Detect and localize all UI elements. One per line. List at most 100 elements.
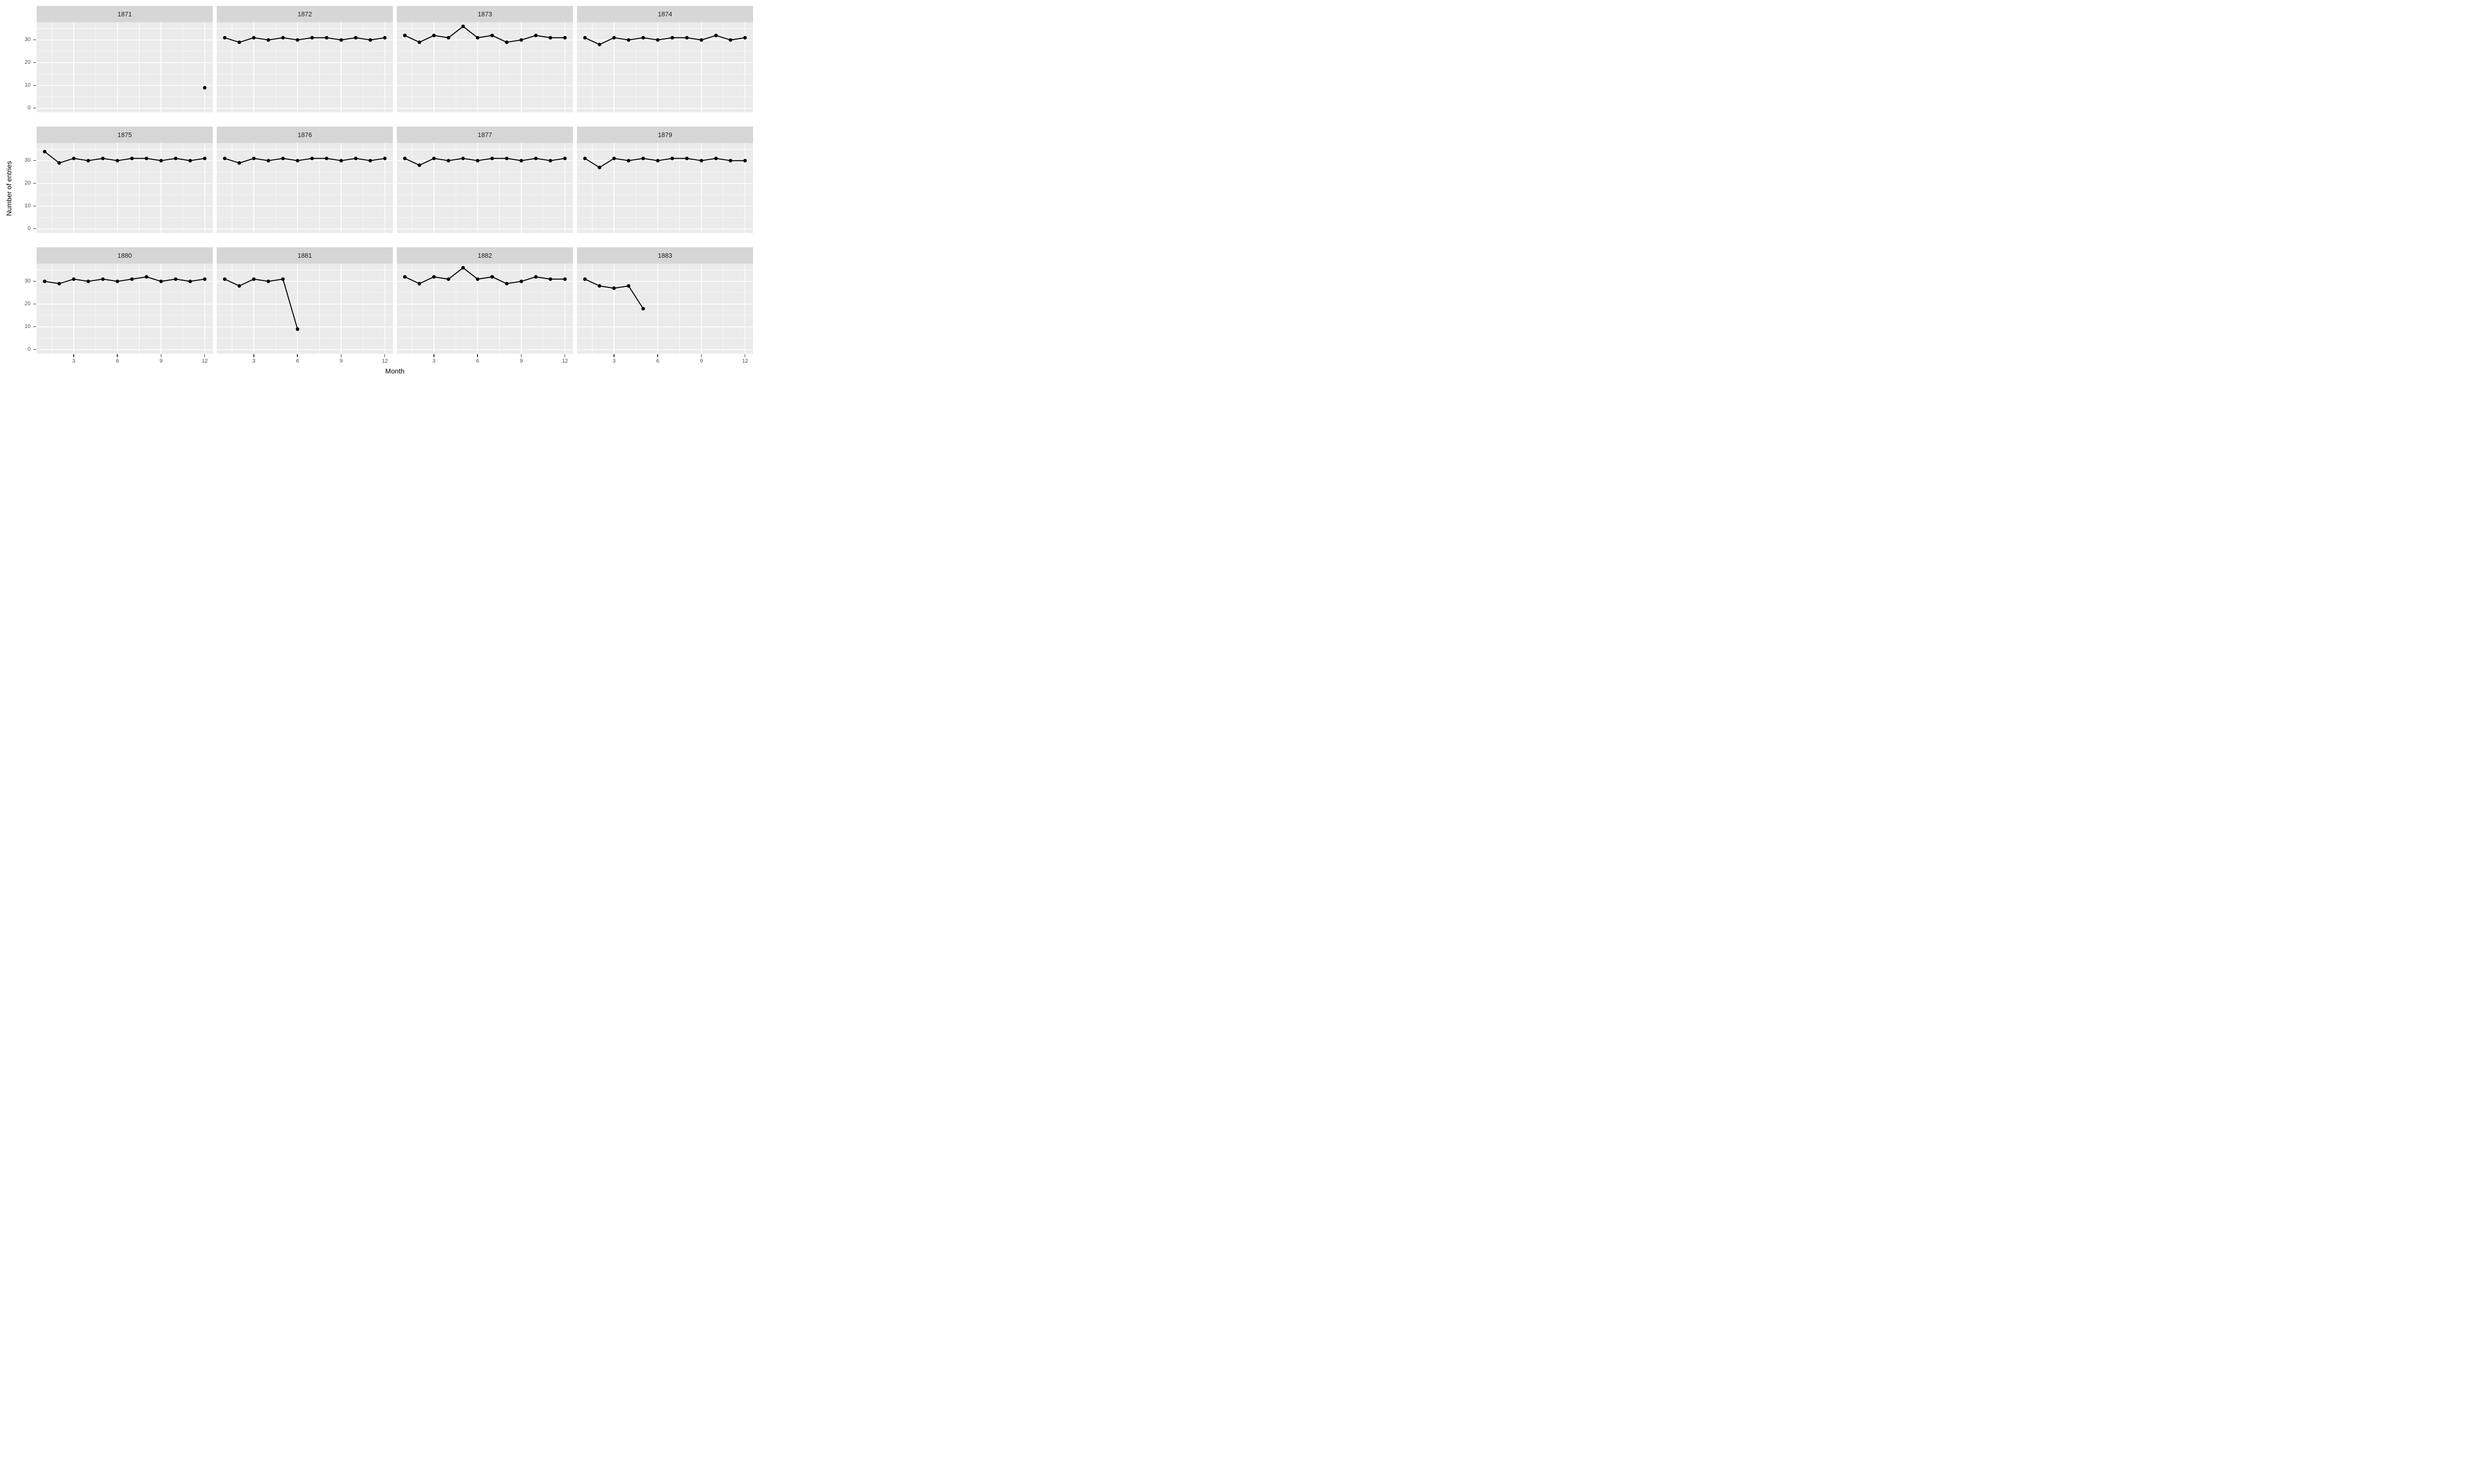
data-point <box>223 277 227 281</box>
data-point <box>223 36 227 40</box>
data-point <box>418 281 422 285</box>
data-point <box>281 277 285 281</box>
gridlines-minor <box>397 264 573 354</box>
data-point <box>418 40 422 44</box>
panel-canvas-1881 <box>217 264 393 354</box>
data-point <box>476 277 479 281</box>
y-axis-title: Number of entries <box>5 161 13 216</box>
series-line <box>224 37 385 43</box>
y-tick-label: 0 <box>27 225 31 232</box>
x-tick-label: 9 <box>339 358 343 364</box>
data-point <box>685 156 689 160</box>
y-tick-mark <box>33 228 36 230</box>
data-point <box>563 36 567 40</box>
x-tick-mark <box>73 354 74 357</box>
data-point <box>476 159 479 163</box>
data-point <box>403 275 407 279</box>
facet-strip-label: 1879 <box>658 131 672 139</box>
panel-background <box>397 264 573 354</box>
data-point <box>354 36 358 40</box>
data-point <box>583 36 587 40</box>
data-point <box>548 159 552 163</box>
panel-canvas-1883 <box>577 264 753 354</box>
data-point <box>656 159 660 163</box>
panel-background <box>217 143 393 233</box>
faceted-line-chart: Number of entries Month 1871 0 10 20 30 1872 1… <box>0 0 760 380</box>
y-tick-label: 30 <box>24 278 31 284</box>
data-point <box>446 36 450 40</box>
x-tick-label: 3 <box>252 358 256 364</box>
data-point <box>174 277 178 281</box>
data-point <box>563 156 567 160</box>
x-tick-label: 6 <box>116 358 119 364</box>
data-point <box>714 34 718 38</box>
series-line <box>404 158 565 166</box>
data-point <box>325 156 329 160</box>
y-tick-label: 30 <box>24 36 31 43</box>
data-point <box>743 159 747 163</box>
data-point <box>626 284 630 288</box>
data-point <box>57 281 61 285</box>
gridlines-minor <box>217 143 393 233</box>
data-point <box>115 159 119 163</box>
data-point <box>252 156 256 160</box>
panel-background <box>577 264 753 354</box>
data-point <box>144 156 148 160</box>
data-point <box>238 161 241 165</box>
series-line <box>45 276 205 284</box>
data-point <box>446 159 450 163</box>
data-point <box>238 284 241 288</box>
series-line <box>584 35 745 46</box>
data-point <box>203 86 207 90</box>
data-point <box>505 281 509 285</box>
x-tick-label: 3 <box>432 358 436 364</box>
x-tick-label: 9 <box>159 358 163 364</box>
data-point <box>266 159 270 163</box>
data-point <box>403 156 407 160</box>
data-point <box>700 159 704 163</box>
data-point <box>383 156 387 160</box>
data-point <box>310 156 314 160</box>
gridlines-minor <box>397 22 573 112</box>
gridlines-major <box>577 22 753 112</box>
data-point <box>86 159 90 163</box>
y-tick-mark <box>33 205 36 207</box>
x-tick-mark <box>433 354 434 357</box>
y-tick-label: 10 <box>24 202 31 209</box>
x-tick-label: 12 <box>381 358 388 364</box>
panel-background <box>217 22 393 112</box>
x-tick-label: 3 <box>72 358 76 364</box>
series-line <box>404 26 565 43</box>
y-tick-mark <box>33 183 36 184</box>
facet-panel-1876 <box>217 143 393 233</box>
x-tick-label: 6 <box>296 358 299 364</box>
data-point <box>295 327 299 331</box>
data-point <box>656 38 660 42</box>
series-line <box>584 158 745 168</box>
x-tick-label: 3 <box>612 358 616 364</box>
facet-strip-1875: 1875 <box>37 127 213 143</box>
gridlines-minor <box>217 264 393 354</box>
y-tick-label: 30 <box>24 157 31 163</box>
data-point <box>281 36 285 40</box>
data-point <box>641 307 645 311</box>
panel-background <box>577 143 753 233</box>
data-point <box>612 286 616 290</box>
data-point <box>101 156 105 160</box>
data-point <box>130 277 134 281</box>
series-line <box>404 267 565 284</box>
facet-strip-label: 1874 <box>658 10 672 18</box>
x-tick-mark <box>744 354 746 357</box>
panel-background <box>37 143 213 233</box>
facet-panel-1883 <box>577 264 753 354</box>
facet-strip-1883: 1883 <box>577 247 753 264</box>
facet-panel-1880 <box>37 264 213 354</box>
data-point <box>583 277 587 281</box>
data-point <box>339 159 343 163</box>
data-point <box>43 149 47 154</box>
data-point <box>641 36 645 40</box>
data-point <box>563 277 567 281</box>
data-point <box>728 159 732 163</box>
facet-panel-1882 <box>397 264 573 354</box>
gridlines-major <box>37 22 213 112</box>
